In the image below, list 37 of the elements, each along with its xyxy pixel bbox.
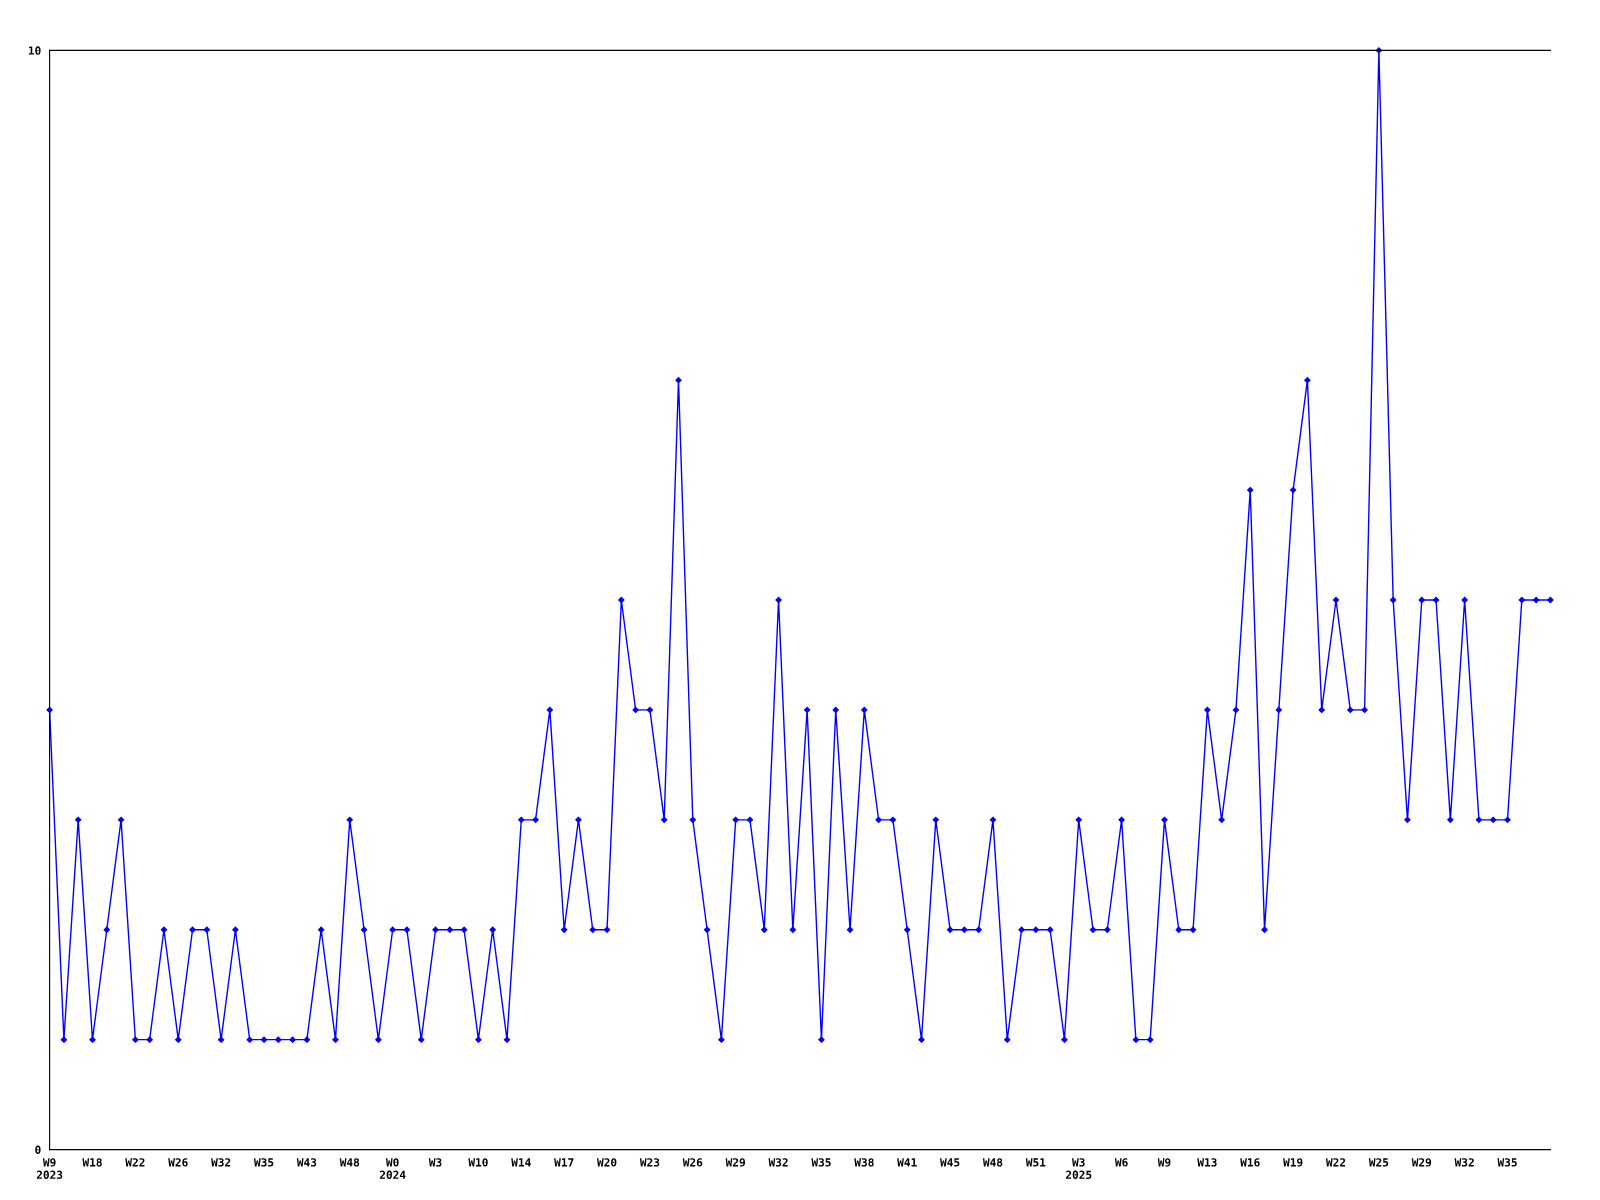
x-tick-label: W20 — [597, 1158, 617, 1167]
x-tick-label: W14 — [511, 1158, 531, 1167]
y-tick-label: 0 — [35, 1145, 41, 1154]
x-tick-label: W35 — [253, 1158, 274, 1167]
x-tick-label: W26 — [168, 1158, 188, 1167]
x-tick-label: W9 2023 — [36, 1158, 63, 1179]
x-tick-label: W10 — [468, 1158, 488, 1167]
x-tick-label: W32 — [1454, 1158, 1474, 1167]
x-tick-label: W18 — [82, 1158, 102, 1167]
x-tick-label: W16 — [1240, 1158, 1260, 1167]
x-tick-label: W45 — [940, 1158, 960, 1167]
x-tick-label: W3 — [428, 1158, 442, 1167]
x-tick-label: W41 — [897, 1158, 917, 1167]
x-tick-label: W48 — [982, 1158, 1003, 1167]
x-tick-label: W22 — [1325, 1158, 1346, 1167]
x-tick-label: W35 — [811, 1158, 831, 1167]
x-tick-label: W26 — [682, 1158, 703, 1167]
x-tick-label: W13 — [1197, 1158, 1217, 1167]
y-tick-label: 10 — [28, 46, 41, 55]
x-tick-label: W29 — [725, 1158, 745, 1167]
x-tick-label: W43 — [296, 1158, 317, 1167]
x-tick-label: W38 — [854, 1158, 874, 1167]
x-tick-label: W19 — [1283, 1158, 1303, 1167]
x-tick-label: W17 — [554, 1158, 574, 1167]
x-tick-label: W0 2024 — [379, 1158, 406, 1179]
x-tick-label: W6 — [1114, 1158, 1128, 1167]
x-tick-label: W29 — [1411, 1158, 1432, 1167]
x-tick-label: W32 — [211, 1158, 231, 1167]
x-tick-label: W48 — [339, 1158, 360, 1167]
x-tick-label: W25 — [1368, 1158, 1389, 1167]
x-tick-label: W51 — [1025, 1158, 1046, 1167]
x-tick-label: W35 — [1497, 1158, 1517, 1167]
x-tick-label: W32 — [768, 1158, 788, 1167]
x-tick-label: W3 2025 — [1065, 1158, 1092, 1179]
x-tick-label: W23 — [639, 1158, 660, 1167]
x-tick-label: W22 — [125, 1158, 145, 1167]
x-tick-label: W9 — [1157, 1158, 1171, 1167]
